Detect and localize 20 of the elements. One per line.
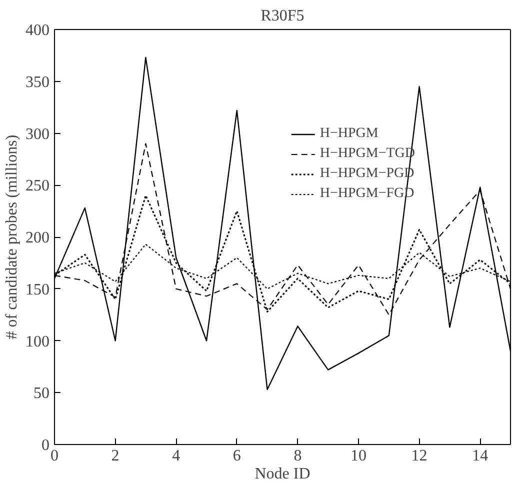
x-tick-label: 4 [172,448,180,464]
x-axis-title: Node ID [254,466,310,482]
y-tick-label: 0 [42,437,50,454]
x-tick-label: 6 [232,448,241,464]
y-tick-label: 150 [26,281,50,298]
legend-label: H−HPGM [320,126,378,142]
y-tick-label: 200 [26,230,50,246]
x-tick-label: 14 [472,448,488,464]
x-tick-label: 12 [411,448,428,464]
x-tick-label: 8 [294,448,302,464]
y-tick-label: 100 [26,333,50,350]
y-tick-label: 50 [34,385,50,402]
y-axis-title: # of candidate probes (millions) [4,134,20,340]
x-tick-label: 2 [111,448,120,464]
y-tick-label: 350 [26,74,50,91]
y-tick-label: 250 [26,178,50,195]
y-tick-label: 300 [26,126,50,143]
y-tick-label: 400 [26,22,50,39]
chart-title: R30F5 [260,8,304,24]
x-tick-label: 10 [350,448,366,464]
